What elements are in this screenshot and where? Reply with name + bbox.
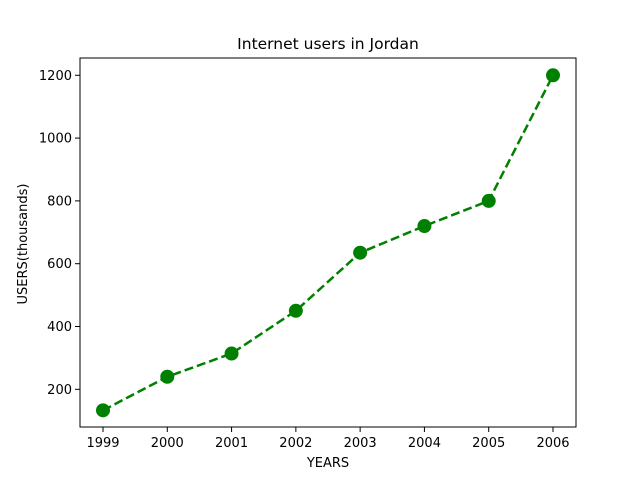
y-axis-label: USERS(thousands) [16, 184, 31, 305]
x-tick-label: 2000 [151, 436, 184, 451]
data-point [96, 403, 110, 418]
data-point [353, 245, 368, 260]
data-point [224, 346, 239, 361]
plot-area: 1999 2000 2001 2002 2003 2004 2005 2006 200 400 60… [39, 57, 577, 451]
data-point [288, 303, 303, 318]
series-line [102, 74, 555, 412]
x-axis-label: YEARS [306, 456, 349, 471]
x-tick-label: 2002 [279, 436, 312, 451]
x-tick-label: 2004 [408, 436, 441, 451]
data-point [546, 68, 560, 83]
x-tick-label: 1999 [86, 436, 119, 451]
y-tick-label: 1200 [39, 69, 72, 84]
data-point [160, 369, 175, 384]
x-tick-label: 2001 [215, 436, 248, 451]
x-tick-label: 2003 [344, 436, 377, 451]
data-point [481, 193, 496, 208]
y-tick-label: 200 [47, 383, 72, 398]
chart-title: Internet users in Jordan [237, 35, 419, 53]
x-tick-label: 2006 [536, 436, 569, 451]
y-tick-label: 1000 [39, 132, 72, 147]
x-tick-label: 2005 [472, 436, 505, 451]
axes-frame [79, 57, 577, 428]
y-tick-label: 400 [47, 320, 72, 335]
data-point [417, 219, 432, 234]
y-tick-label: 600 [47, 257, 72, 272]
y-tick-label: 800 [47, 194, 72, 209]
